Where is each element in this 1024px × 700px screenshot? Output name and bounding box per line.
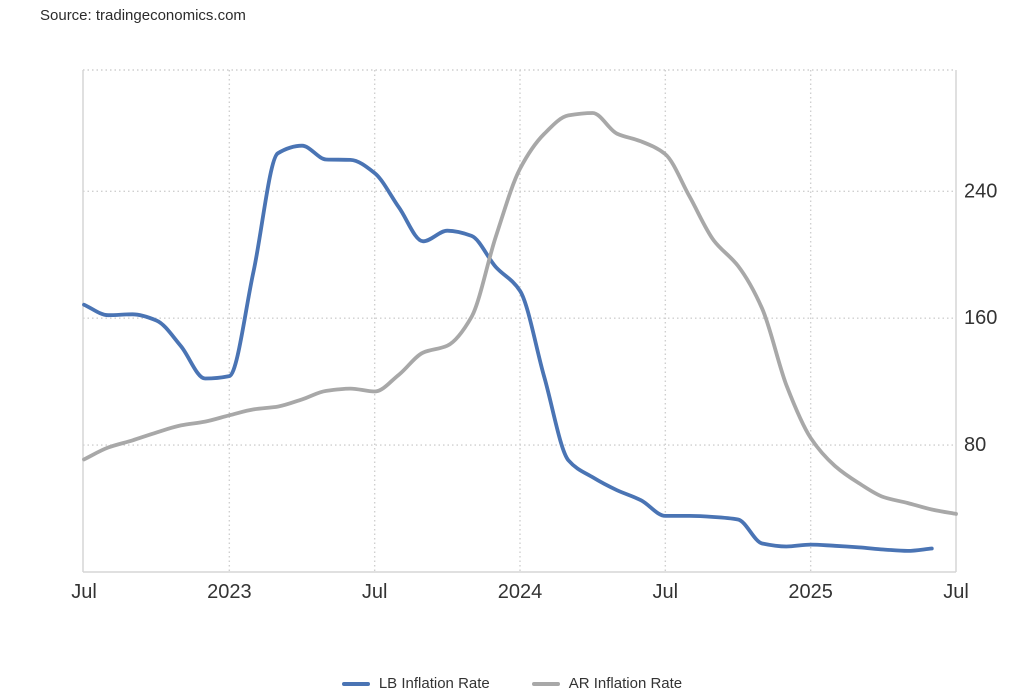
source-text: Source: tradingeconomics.com xyxy=(40,7,246,24)
y-tick-label-80: 80 xyxy=(964,434,986,456)
x-tick-label-Jul: Jul xyxy=(362,581,388,603)
ar-series-label: AR Inflation Rate xyxy=(568,675,683,692)
ar-inflation-line[interactable] xyxy=(82,111,958,516)
inflation-line-chart[interactable]: 80 160 240 Jul 2023 Jul 2024 Jul 2025 Jul xyxy=(0,0,1024,650)
x-tick-label-Jul: Jul xyxy=(943,581,969,603)
ar-series-swatch xyxy=(531,681,560,686)
chart-legend: LB Inflation Rate AR Inflation Rate xyxy=(0,675,1024,692)
x-tick-label-2024: 2024 xyxy=(498,581,543,603)
y-tick-label-240: 240 xyxy=(964,180,997,202)
lb-series-label: LB Inflation Rate xyxy=(378,675,490,692)
x-tick-label-Jul: Jul xyxy=(71,581,97,603)
x-tick-label-2023: 2023 xyxy=(207,581,252,603)
x-tick-label-Jul: Jul xyxy=(653,581,679,603)
y-tick-label-160: 160 xyxy=(964,307,997,329)
x-tick-label-2025: 2025 xyxy=(788,581,833,603)
lb-series-swatch xyxy=(341,681,370,686)
legend-item-ar[interactable]: AR Inflation Rate xyxy=(531,675,683,692)
legend-item-lb[interactable]: LB Inflation Rate xyxy=(341,675,490,692)
lb-inflation-line[interactable] xyxy=(82,143,934,553)
